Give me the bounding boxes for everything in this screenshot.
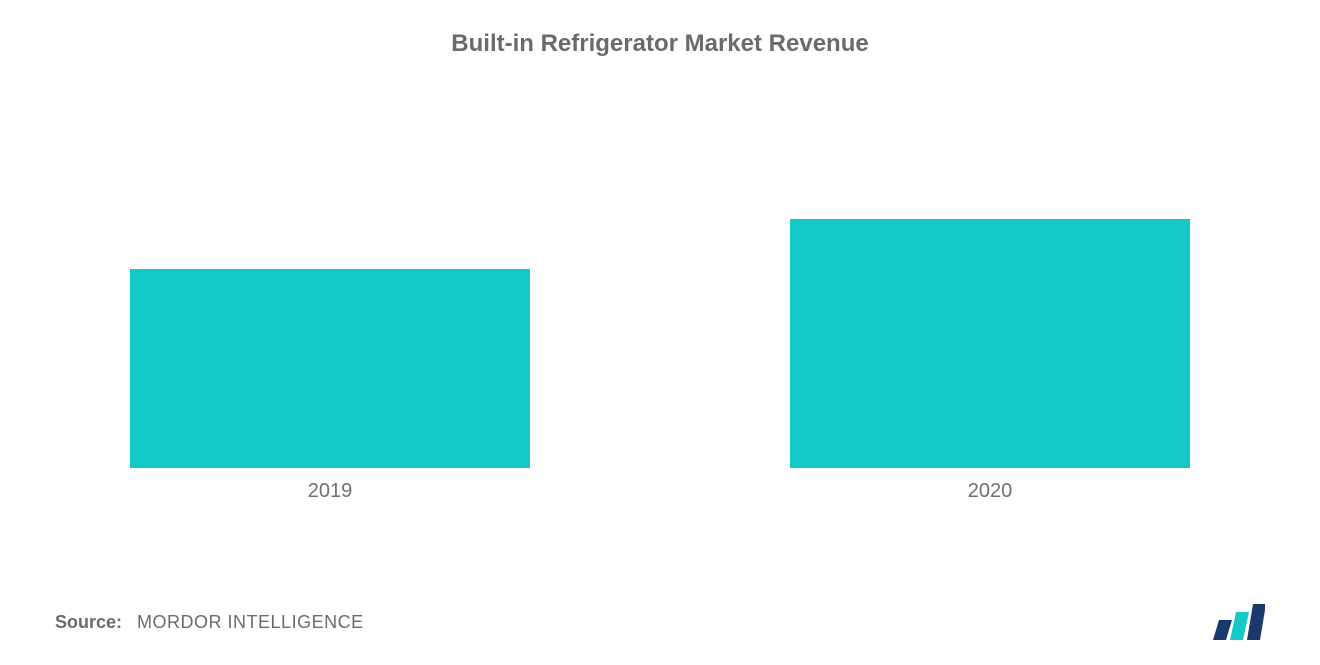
chart-title: Built-in Refrigerator Market Revenue bbox=[50, 30, 1270, 58]
mordor-logo-icon bbox=[1213, 604, 1265, 640]
chart-container: Built-in Refrigerator Market Revenue 201… bbox=[0, 0, 1320, 665]
source-label: Source: bbox=[55, 612, 122, 632]
plot-area: 2019 2020 bbox=[50, 88, 1270, 503]
source-value: MORDOR INTELLIGENCE bbox=[137, 612, 364, 632]
source-text: Source: MORDOR INTELLIGENCE bbox=[55, 612, 364, 633]
bar bbox=[790, 219, 1190, 468]
bars-grid: 2019 2020 bbox=[50, 88, 1270, 503]
bar-label: 2020 bbox=[968, 480, 1013, 503]
bar-wrapper: 2020 bbox=[790, 88, 1190, 503]
chart-footer: Source: MORDOR INTELLIGENCE bbox=[55, 604, 1265, 640]
bar-label: 2019 bbox=[308, 480, 353, 503]
bar bbox=[130, 269, 530, 468]
bar-wrapper: 2019 bbox=[130, 88, 530, 503]
